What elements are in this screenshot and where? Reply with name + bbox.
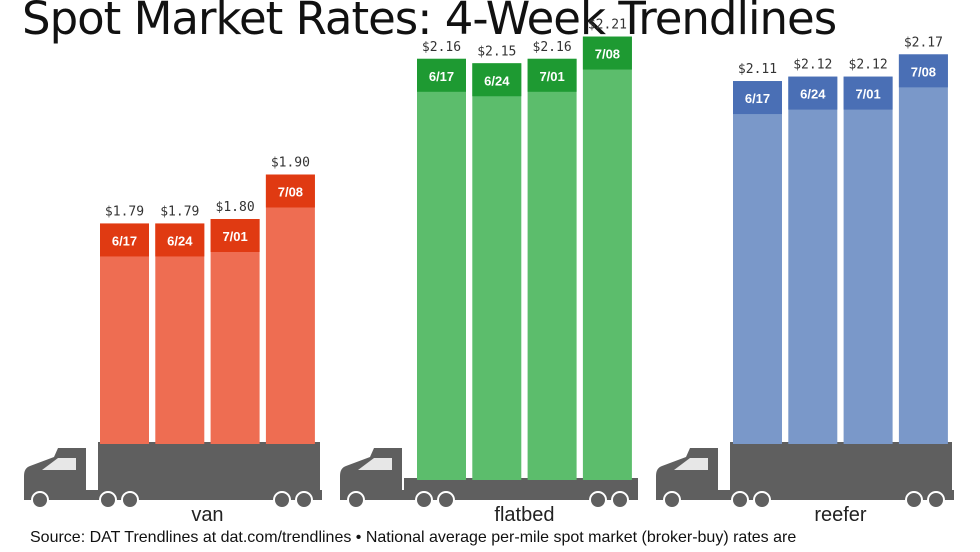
group-label-van: van (191, 504, 223, 526)
truck-cab-icon (340, 448, 402, 500)
truck-window (42, 458, 76, 470)
week-label: 7/08 (278, 185, 303, 200)
bar-flatbed-7/01 (527, 58, 577, 481)
wheel-icon (31, 491, 49, 509)
wheel-icon (99, 491, 117, 509)
bar-van-7/01 (210, 219, 260, 444)
truck-window (674, 458, 708, 470)
source-note: Source: DAT Trendlines at dat.com/trendl… (30, 529, 797, 546)
week-label: 7/01 (855, 87, 880, 102)
trailer-icon (404, 478, 638, 490)
wheel-icon (273, 491, 291, 509)
week-label: 6/24 (484, 73, 510, 88)
week-label: 6/17 (112, 233, 137, 248)
week-label: 6/17 (745, 91, 770, 106)
chart-title: Spot Market Rates: 4-Week Trendlines (22, 0, 837, 45)
bar-label-band (843, 76, 893, 110)
truck-window (358, 458, 392, 470)
bar-label-band (100, 223, 149, 257)
wheel-icon (611, 491, 629, 509)
bar-label-band (472, 63, 522, 97)
truck-0 (24, 442, 322, 509)
value-label: $2.21 (588, 18, 627, 33)
bar-reefer-6/17 (733, 81, 782, 445)
bar-van-6/24 (155, 223, 205, 444)
week-label: 6/24 (167, 233, 193, 248)
truck-cab-icon (656, 448, 718, 500)
group-label-flatbed: flatbed (494, 504, 554, 526)
wheel-icon (731, 491, 749, 509)
week-label: 7/08 (595, 47, 620, 62)
bar-reefer-7/01 (843, 76, 893, 444)
bar-label-band (210, 219, 260, 252)
trailer-icon (98, 442, 320, 498)
value-label: $2.12 (849, 58, 888, 73)
week-label: 6/24 (800, 87, 826, 102)
bar-label-band (265, 174, 315, 208)
truck-cab-icon (24, 448, 86, 500)
value-label: $2.12 (793, 58, 832, 73)
value-label: $2.16 (533, 40, 572, 55)
bar-label-band (155, 223, 205, 257)
week-label: 6/17 (429, 69, 454, 84)
value-label: $1.79 (105, 204, 144, 219)
value-label: $1.79 (160, 204, 199, 219)
wheel-icon (753, 491, 771, 509)
bar-label-band (788, 76, 838, 110)
trailer-chassis (84, 490, 322, 500)
group-label-reefer: reefer (814, 504, 867, 526)
week-label: 7/01 (222, 229, 247, 244)
bar-reefer-6/24 (788, 76, 838, 444)
trailer-chassis (400, 490, 638, 500)
wheel-icon (905, 491, 923, 509)
bar-van-6/17 (100, 223, 149, 444)
wheel-icon (927, 491, 945, 509)
trailer-icon (730, 442, 952, 498)
value-label: $2.17 (904, 35, 943, 50)
bar-flatbed-7/08 (582, 36, 632, 481)
bar-label-band (582, 36, 632, 70)
wheel-icon (415, 491, 433, 509)
truck-2 (656, 442, 954, 509)
bar-flatbed-6/17 (417, 58, 466, 481)
truck-1 (340, 448, 638, 509)
bar-label-band (417, 58, 466, 92)
value-label: $2.16 (422, 40, 461, 55)
week-label: 7/01 (539, 69, 564, 84)
bar-reefer-7/08 (898, 54, 948, 444)
wheel-icon (295, 491, 313, 509)
bar-van-7/08 (265, 174, 315, 444)
wheel-icon (347, 491, 365, 509)
value-label: $1.80 (216, 200, 255, 215)
wheel-icon (589, 491, 607, 509)
bar-flatbed-6/24 (472, 63, 522, 480)
bar-label-band (898, 54, 948, 88)
value-label: $1.90 (271, 156, 310, 171)
value-label: $2.11 (738, 62, 777, 77)
bar-label-band (733, 81, 782, 115)
trailer-chassis (716, 490, 954, 500)
wheel-icon (121, 491, 139, 509)
wheel-icon (437, 491, 455, 509)
week-label: 7/08 (911, 64, 936, 79)
value-label: $2.15 (477, 44, 516, 59)
wheel-icon (663, 491, 681, 509)
bar-label-band (527, 58, 577, 92)
